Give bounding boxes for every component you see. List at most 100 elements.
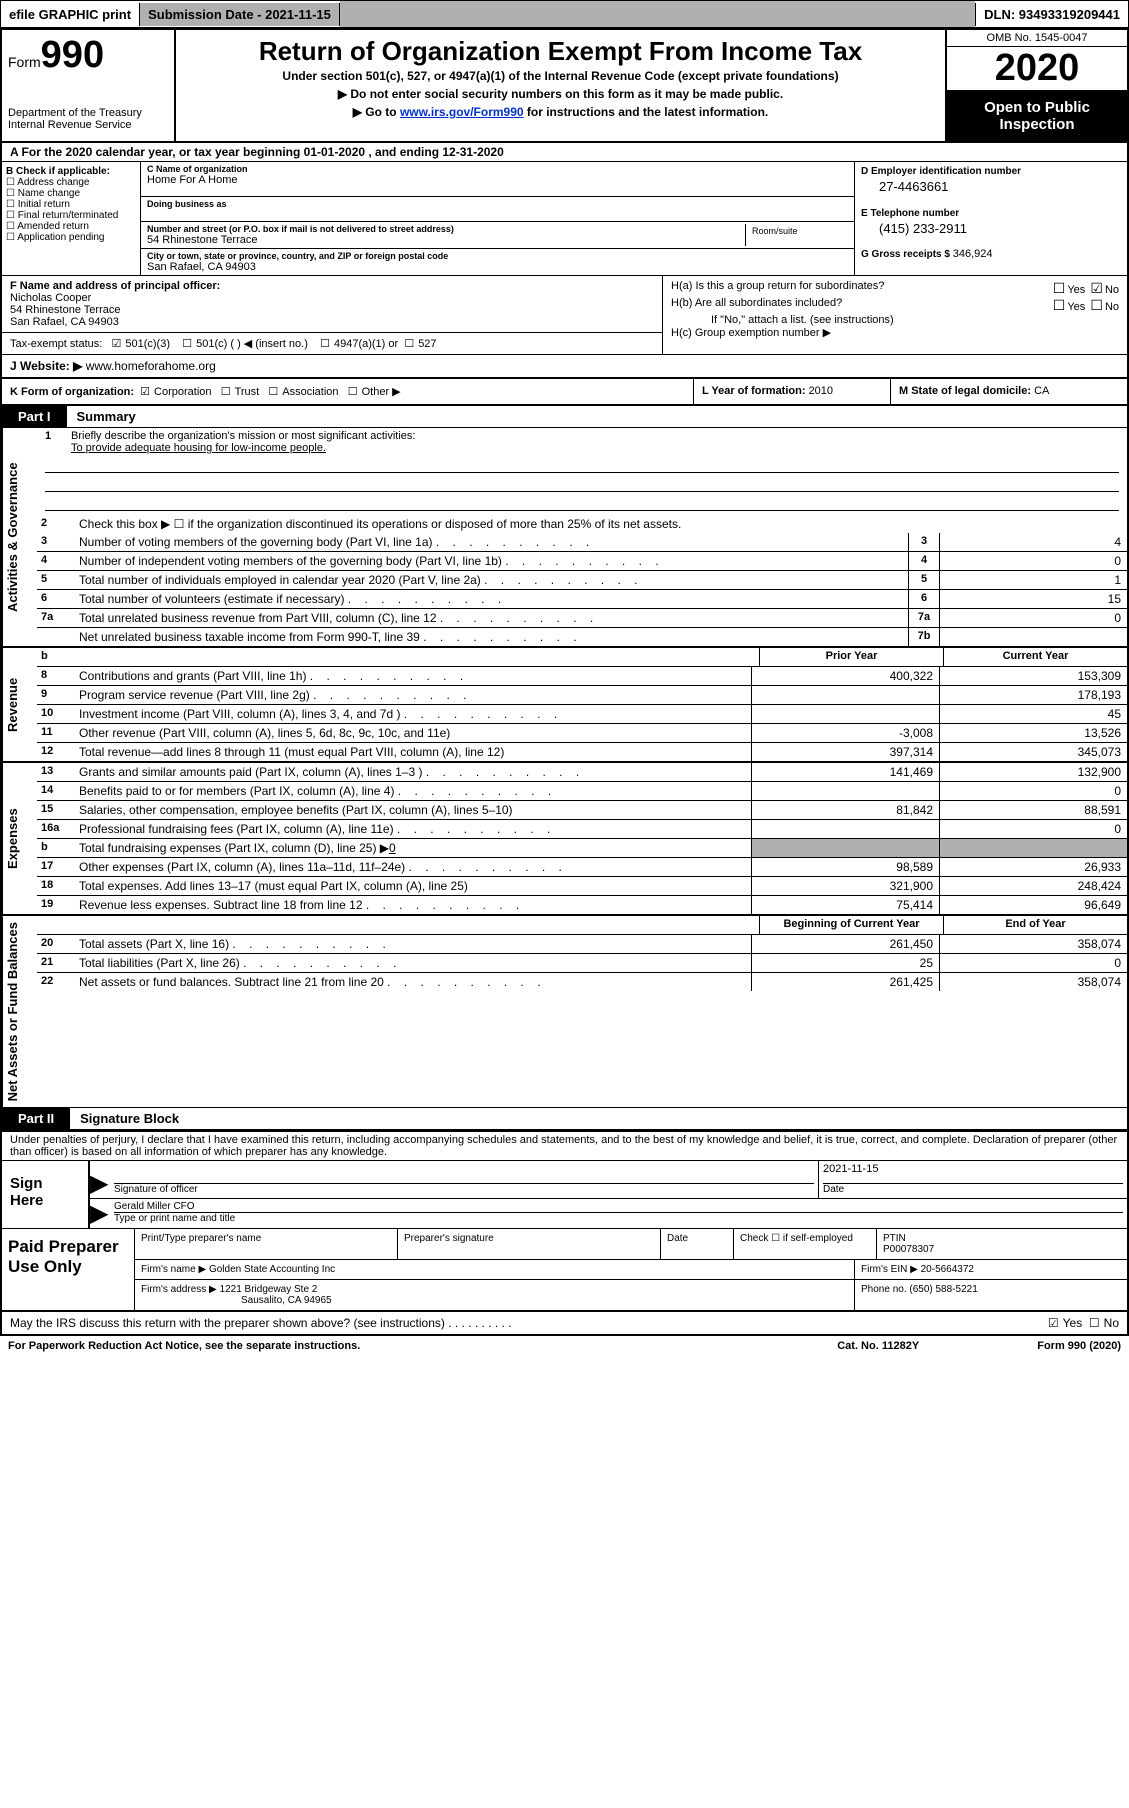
org-name: Home For A Home — [147, 174, 848, 186]
l18: Total expenses. Add lines 13–17 (must eq… — [75, 877, 751, 895]
chk-initial[interactable]: Initial return — [6, 199, 136, 210]
chk-assoc[interactable] — [268, 386, 282, 398]
expenses-section: Expenses 13Grants and similar amounts pa… — [2, 763, 1127, 916]
chk-trust[interactable] — [221, 386, 235, 398]
l22-c: 358,074 — [939, 973, 1127, 991]
form-title: Return of Organization Exempt From Incom… — [182, 36, 939, 67]
corp: Corporation — [154, 386, 211, 398]
chk-name[interactable]: Name change — [6, 188, 136, 199]
501c: 501(c) ( ) ◀ (insert no.) — [196, 338, 308, 350]
chk-amended[interactable]: Amended return — [6, 221, 136, 232]
row-k: K Form of organization: Corporation Trus… — [2, 379, 1127, 406]
l18-p: 321,900 — [751, 877, 939, 895]
chk-other[interactable] — [348, 386, 362, 398]
row-j: J Website: ▶ www.homeforahome.org — [2, 355, 1127, 379]
footer: For Paperwork Reduction Act Notice, see … — [0, 1336, 1129, 1356]
part2-title: Signature Block — [70, 1108, 189, 1129]
l20-c: 358,074 — [939, 935, 1127, 953]
l7a-v: 0 — [939, 609, 1127, 627]
discuss-no-chk[interactable] — [1089, 1316, 1104, 1330]
colb-header: B Check if applicable: — [6, 166, 136, 177]
m-val: CA — [1034, 385, 1049, 397]
l16b-txt: Total fundraising expenses (Part IX, col… — [79, 841, 389, 855]
chk-corp[interactable] — [140, 386, 154, 398]
hb-note: If "No," attach a list. (see instruction… — [671, 314, 1119, 326]
hb-yes[interactable] — [1051, 301, 1068, 313]
chk-pending[interactable]: Application pending — [6, 232, 136, 243]
discuss-row: May the IRS discuss this return with the… — [2, 1312, 1127, 1334]
chk-501c3[interactable] — [112, 338, 126, 350]
l14-c: 0 — [939, 782, 1127, 800]
chk-527[interactable] — [404, 338, 418, 350]
m-lbl: M State of legal domicile: — [899, 385, 1034, 397]
ein-val: 27-4463661 — [861, 177, 1121, 194]
identity-block: B Check if applicable: Address change Na… — [2, 162, 1127, 276]
l10-c: 45 — [939, 705, 1127, 723]
topbar-spacer — [340, 1, 975, 27]
header-left: Form990 Department of the Treasury Inter… — [2, 30, 176, 141]
l17-c: 26,933 — [939, 858, 1127, 876]
tax-status-lbl: Tax-exempt status: — [10, 338, 102, 350]
org-name-cell: C Name of organization Home For A Home — [141, 162, 854, 197]
ptin-lbl: PTIN — [883, 1233, 906, 1244]
part1-tab: Part I — [2, 406, 67, 427]
header-sub1: Under section 501(c), 527, or 4947(a)(1)… — [182, 69, 939, 83]
l4: Number of independent voting members of … — [75, 552, 908, 570]
prep-h1: Print/Type preparer's name — [135, 1229, 398, 1259]
ha-yes[interactable] — [1051, 284, 1068, 296]
l12: Total revenue—add lines 8 through 11 (mu… — [75, 743, 751, 761]
hdr-b: b — [37, 648, 75, 666]
firm-ein: 20-5664372 — [921, 1264, 974, 1275]
l16b-p — [751, 839, 939, 857]
footer-mid: Cat. No. 11282Y — [837, 1340, 1037, 1352]
website-val: www.homeforahome.org — [82, 359, 215, 373]
side-revenue: Revenue — [2, 648, 37, 761]
chk-final[interactable]: Final return/terminated — [6, 210, 136, 221]
527: 527 — [418, 338, 436, 350]
omb-number: OMB No. 1545-0047 — [947, 30, 1127, 47]
row-fh: F Name and address of principal officer:… — [2, 276, 1127, 355]
l17: Other expenses (Part IX, column (A), lin… — [75, 858, 751, 876]
l12-c: 345,073 — [939, 743, 1127, 761]
prep-h3: Date — [661, 1229, 734, 1259]
l9: Program service revenue (Part VIII, line… — [75, 686, 751, 704]
city-cell: City or town, state or province, country… — [141, 249, 854, 275]
trust: Trust — [235, 386, 260, 398]
other: Other ▶ — [362, 386, 401, 398]
submission-date: Submission Date - 2021-11-15 — [140, 3, 340, 26]
revenue-section: Revenue bPrior YearCurrent Year 8Contrib… — [2, 648, 1127, 763]
discuss-yes-chk[interactable] — [1048, 1316, 1063, 1330]
header-right: OMB No. 1545-0047 2020 Open to Public In… — [945, 30, 1127, 141]
room-lbl: Room/suite — [746, 224, 848, 246]
form990-link[interactable]: www.irs.gov/Form990 — [400, 105, 524, 119]
hc-q: H(c) Group exemption number ▶ — [671, 326, 1119, 339]
l16a: Professional fundraising fees (Part IX, … — [75, 820, 751, 838]
sig-date-lbl: Date — [823, 1184, 1123, 1195]
l-lbl: L Year of formation: — [702, 385, 809, 397]
officer-addr1: 54 Rhinestone Terrace — [10, 304, 654, 316]
hb-no[interactable] — [1088, 301, 1105, 313]
tax-status-row: Tax-exempt status: 501(c)(3) 501(c) ( ) … — [2, 333, 662, 354]
chk-501c[interactable] — [182, 338, 196, 350]
part2-tab: Part II — [2, 1108, 70, 1129]
chk-4947[interactable] — [320, 338, 334, 350]
tax-year: 2020 — [947, 47, 1127, 91]
sig-name-lbl: Type or print name and title — [114, 1213, 1123, 1224]
l10-p — [751, 705, 939, 723]
prep-h4[interactable]: Check ☐ if self-employed — [734, 1229, 877, 1259]
l9-p — [751, 686, 939, 704]
l6-v: 15 — [939, 590, 1127, 608]
l5: Total number of individuals employed in … — [75, 571, 908, 589]
firm-ein-lbl: Firm's EIN ▶ — [861, 1264, 921, 1275]
l12-p: 397,314 — [751, 743, 939, 761]
part1-title: Summary — [67, 406, 146, 427]
ha-no[interactable] — [1088, 284, 1105, 296]
side-net: Net Assets or Fund Balances — [2, 916, 37, 1107]
public-inspection: Open to Public Inspection — [947, 91, 1127, 141]
l16b: Total fundraising expenses (Part IX, col… — [75, 839, 751, 857]
l21-p: 25 — [751, 954, 939, 972]
website-lbl: J Website: ▶ — [10, 359, 82, 373]
discuss-q: May the IRS discuss this return with the… — [10, 1316, 445, 1330]
chk-address[interactable]: Address change — [6, 177, 136, 188]
efile-label[interactable]: efile GRAPHIC print — [1, 3, 140, 26]
